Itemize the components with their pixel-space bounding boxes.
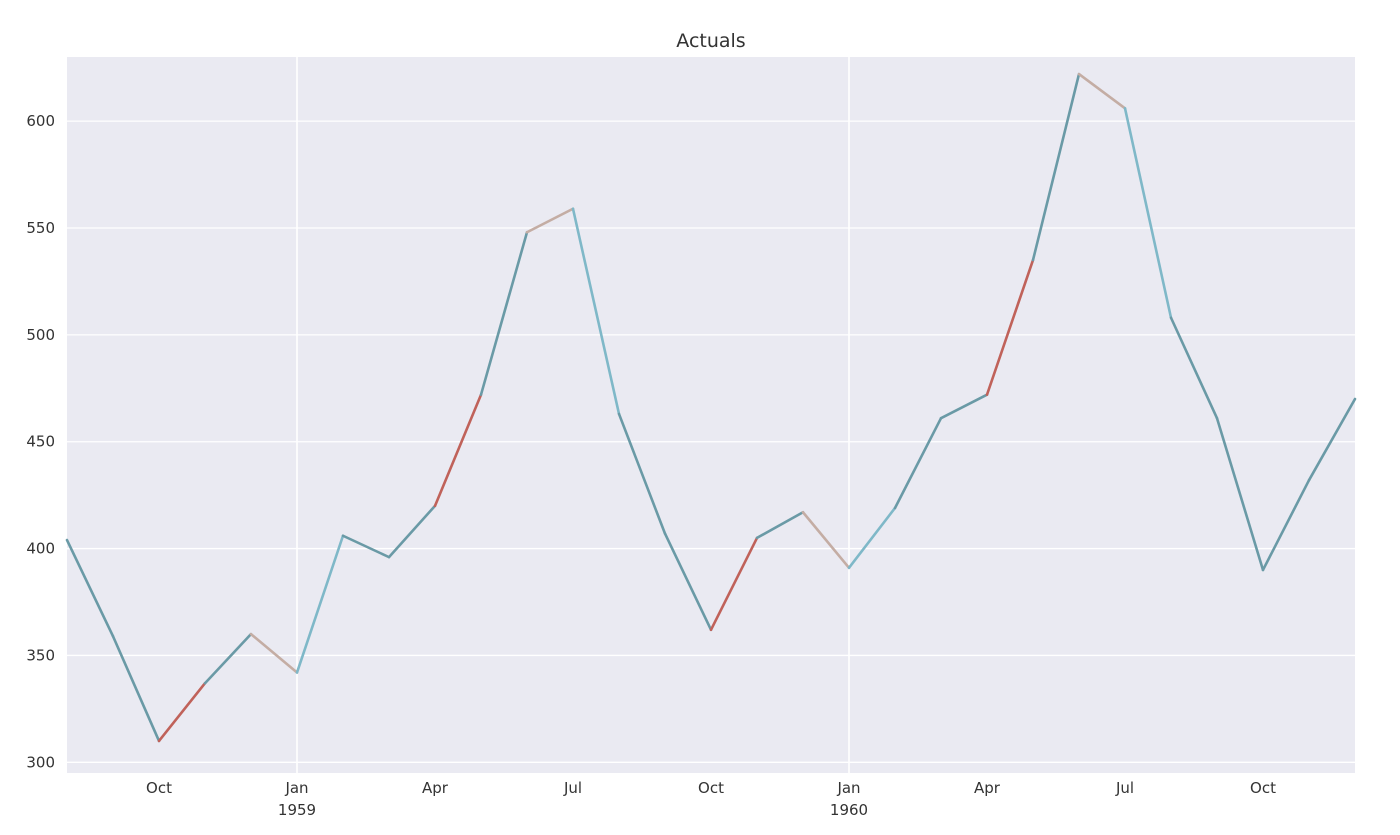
x-tick-year-label: 1960 [830,801,868,819]
x-tick-label: Oct [146,779,172,797]
x-tick-label: Jan [284,779,308,797]
line-segment [341,534,391,559]
y-tick-label: 300 [26,753,55,771]
line-segment [617,412,667,535]
x-tick-label: Apr [974,779,1001,797]
line-segment [893,416,943,510]
x-tick-label: Oct [698,779,724,797]
line-segment [1215,416,1265,572]
y-tick-label: 500 [26,326,55,344]
y-tick-label: 450 [26,433,55,451]
line-segment [985,258,1035,396]
x-tick-label: Oct [1250,779,1276,797]
x-tick-label: Jan [836,779,860,797]
line-segment [295,534,345,674]
plot-area [67,57,1355,773]
line-segment [755,510,805,540]
line-segment [663,532,713,632]
line-segment [65,538,115,638]
x-tick-label: Apr [422,779,449,797]
line-segment [479,230,529,396]
line-segment [1261,478,1311,572]
line-segment [1077,72,1127,110]
series-line [65,72,1357,743]
x-tick-year-label: 1959 [278,801,316,819]
x-tick-label: Jul [563,779,582,797]
line-segment [939,393,989,420]
line-segment [1307,397,1357,482]
y-axis-ticks: 300 350 400 450 500 550 600 [26,112,55,771]
x-axis-ticks: Oct Jan 1959 Apr Jul Oct Jan 1960 Apr Jul Oct [146,779,1276,819]
x-tick-label: Jul [1115,779,1134,797]
line-segment [1169,316,1219,420]
y-tick-label: 400 [26,540,55,558]
line-segment [571,207,621,416]
line-segment [847,506,897,570]
y-tick-label: 350 [26,646,55,664]
line-segment [1031,72,1081,262]
line-segment [801,510,851,570]
line-segment [433,393,483,508]
line-segment [249,632,299,674]
y-tick-label: 550 [26,219,55,237]
chart-title: Actuals [676,30,745,52]
line-segment [387,504,437,559]
line-segment [709,536,759,632]
line-segment [525,207,575,234]
grid-lines [67,57,1355,773]
line-segment [157,681,207,743]
line-segment [111,634,161,743]
y-tick-label: 600 [26,112,55,130]
line-segment [203,632,253,685]
line-segment [1123,106,1173,320]
